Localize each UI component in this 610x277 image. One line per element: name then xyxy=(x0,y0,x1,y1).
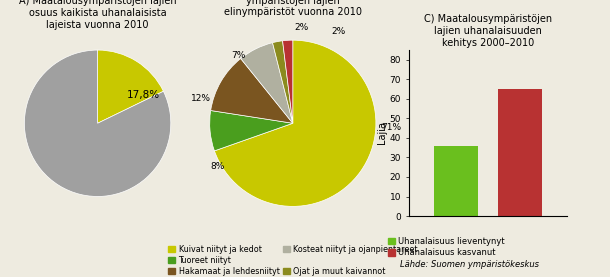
Text: 2%: 2% xyxy=(294,23,308,32)
Wedge shape xyxy=(210,111,293,151)
Legend: Uhanalaisuus lieventynyt, Uhanalaisuus kasvanut: Uhanalaisuus lieventynyt, Uhanalaisuus k… xyxy=(384,234,509,261)
Wedge shape xyxy=(273,41,293,123)
Y-axis label: Lajia: Lajia xyxy=(377,121,387,145)
Bar xyxy=(434,146,478,216)
Wedge shape xyxy=(215,40,376,206)
Wedge shape xyxy=(98,50,163,123)
Legend: Kuivat niityt ja kedot, Tuoreet niityt, Hakamaat ja lehdesniityt, , Kosteat niit: Kuivat niityt ja kedot, Tuoreet niityt, … xyxy=(165,242,421,277)
Bar xyxy=(498,89,542,216)
Title: C) Maatalousympäristöjen
lajien uhanalaisuuden
kehitys 2000–2010: C) Maatalousympäristöjen lajien uhanalai… xyxy=(424,14,552,48)
Text: 8%: 8% xyxy=(211,162,225,171)
Title: B) Uhanalaisten maatalous-
ympäristöjen lajien
elinympäristöt vuonna 2010: B) Uhanalaisten maatalous- ympäristöjen … xyxy=(224,0,362,17)
Text: 12%: 12% xyxy=(192,94,212,103)
Wedge shape xyxy=(241,43,293,123)
Wedge shape xyxy=(282,40,293,123)
Wedge shape xyxy=(24,50,171,196)
Text: 7%: 7% xyxy=(232,51,246,60)
Wedge shape xyxy=(210,58,293,123)
Text: Lähde: Suomen ympäristökeskus: Lähde: Suomen ympäristökeskus xyxy=(400,260,539,269)
Title: A) Maatalousympäristöjen lajien
osuus kaikista uhanalaisista
lajeista vuonna 201: A) Maatalousympäristöjen lajien osuus ka… xyxy=(19,0,176,30)
Text: 71%: 71% xyxy=(381,123,401,132)
Text: 17,8%: 17,8% xyxy=(126,91,160,101)
Text: 2%: 2% xyxy=(331,27,346,36)
